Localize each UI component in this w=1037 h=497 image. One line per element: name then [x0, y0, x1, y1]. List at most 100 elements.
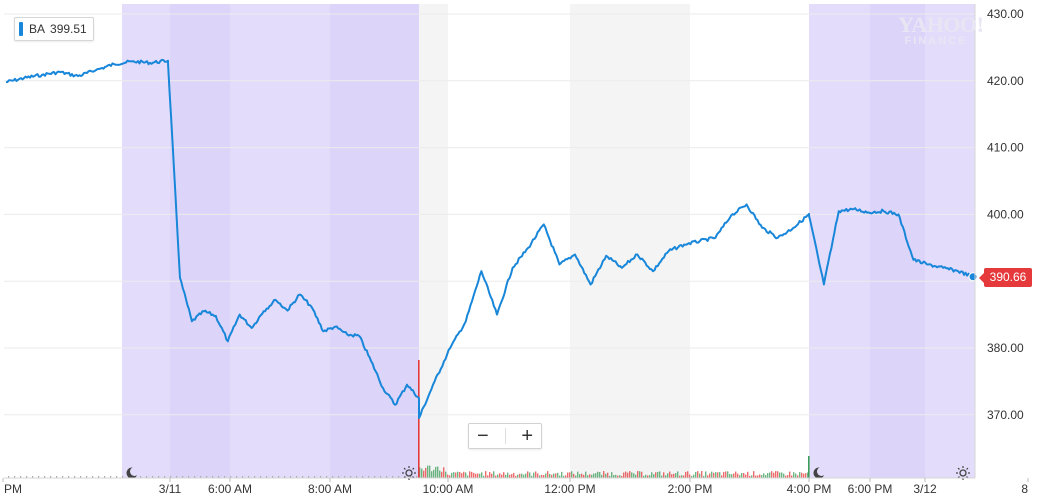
volume-bar — [675, 473, 677, 478]
volume-bar-ext — [398, 476, 400, 478]
moon-icon-cutout — [817, 467, 826, 476]
volume-bar — [503, 472, 505, 478]
sun-icon-ray — [957, 467, 960, 470]
volume-bar — [753, 471, 755, 478]
volume-bar — [763, 473, 765, 478]
volume-bar — [613, 475, 615, 478]
volume-bar-ext — [260, 476, 262, 478]
session-subband-1 — [330, 4, 419, 478]
volume-bar — [421, 468, 423, 478]
volume-bar — [689, 474, 691, 478]
volume-bar-ext — [290, 476, 292, 478]
volume-bar — [699, 473, 701, 478]
volume-bar — [495, 475, 497, 478]
volume-bar — [769, 472, 771, 478]
session-subband-0 — [170, 4, 230, 478]
volume-bar — [571, 471, 573, 478]
volume-bar-ext — [92, 476, 94, 478]
volume-bar-ext — [182, 476, 184, 478]
volume-bar — [697, 471, 699, 478]
volume-bar — [493, 471, 495, 478]
volume-bar — [669, 471, 671, 478]
volume-bar — [587, 475, 589, 478]
volume-bar-ext — [356, 476, 358, 478]
volume-bar — [501, 474, 503, 478]
volume-bar — [747, 471, 749, 478]
volume-bar — [597, 471, 599, 478]
volume-bar — [709, 473, 711, 478]
price-line — [5, 58, 974, 420]
volume-bar — [589, 474, 591, 478]
volume-bar — [721, 475, 723, 478]
volume-bar — [451, 472, 453, 478]
volume-bar-ext — [116, 476, 118, 478]
zoom-in-button[interactable]: + — [521, 425, 534, 447]
volume-bar — [723, 472, 725, 478]
volume-bar — [739, 475, 741, 478]
volume-bar-ext — [410, 476, 412, 478]
volume-bar — [487, 475, 489, 478]
volume-bar — [549, 473, 551, 478]
volume-bar-ext — [110, 476, 112, 478]
volume-bar-ext — [296, 476, 298, 478]
volume-bar — [683, 475, 685, 478]
volume-bar — [499, 473, 501, 478]
zoom-out-button[interactable]: − — [476, 425, 489, 447]
volume-bar — [715, 472, 717, 478]
volume-bar — [555, 473, 557, 478]
volume-bar — [609, 475, 611, 478]
volume-bar-ext — [140, 476, 142, 478]
volume-bar — [423, 470, 425, 478]
x-tick-label: 8 — [1021, 482, 1028, 496]
volume-bar — [573, 473, 575, 478]
volume-bar — [691, 475, 693, 478]
volume-bar — [751, 475, 753, 478]
volume-bar — [719, 472, 721, 478]
y-tick-label: 400.00 — [987, 207, 1024, 221]
logo-line1: YAHOO! — [898, 12, 984, 37]
volume-bar — [737, 473, 739, 478]
volume-bar-ext — [152, 476, 154, 478]
volume-bar — [639, 471, 641, 478]
volume-bar — [445, 471, 447, 478]
volume-bar-ext — [284, 476, 286, 478]
volume-bar — [759, 474, 761, 478]
volume-bar — [749, 475, 751, 478]
y-tick-label: 430.00 — [987, 7, 1024, 21]
volume-bar — [801, 472, 803, 478]
volume-bar — [793, 472, 795, 478]
series-legend[interactable]: BA 399.51 — [14, 17, 94, 41]
volume-bar — [513, 472, 515, 478]
moon-icon — [126, 467, 139, 479]
volume-bar-ext — [278, 476, 280, 478]
volume-bar — [707, 475, 709, 478]
volume-bar — [727, 471, 729, 478]
sun-icon-ray — [966, 467, 969, 470]
volume-bar — [477, 473, 479, 478]
zoom-control: − + — [468, 423, 542, 449]
volume-bar — [803, 473, 805, 478]
volume-bar — [705, 471, 707, 478]
volume-bar-ext — [170, 476, 172, 478]
volume-bar-ext — [38, 476, 40, 478]
volume-bar — [703, 475, 705, 478]
volume-bar — [701, 471, 703, 478]
volume-bar — [679, 475, 681, 478]
volume-bar — [447, 474, 449, 478]
volume-bar — [481, 472, 483, 478]
volume-bar — [455, 472, 457, 478]
volume-bar-ext — [224, 476, 226, 478]
volume-bar — [479, 473, 481, 478]
volume-bar-ext — [194, 476, 196, 478]
volume-bar — [565, 475, 567, 478]
volume-bar-ext — [32, 476, 34, 478]
volume-bar — [497, 474, 499, 478]
volume-bar — [789, 471, 791, 478]
volume-bar — [427, 465, 429, 478]
volume-bar — [473, 472, 475, 478]
volume-bar — [537, 473, 539, 478]
volume-bar-close — [808, 456, 810, 478]
volume-bar — [755, 475, 757, 478]
volume-bar — [485, 471, 487, 478]
volume-bar — [713, 472, 715, 478]
